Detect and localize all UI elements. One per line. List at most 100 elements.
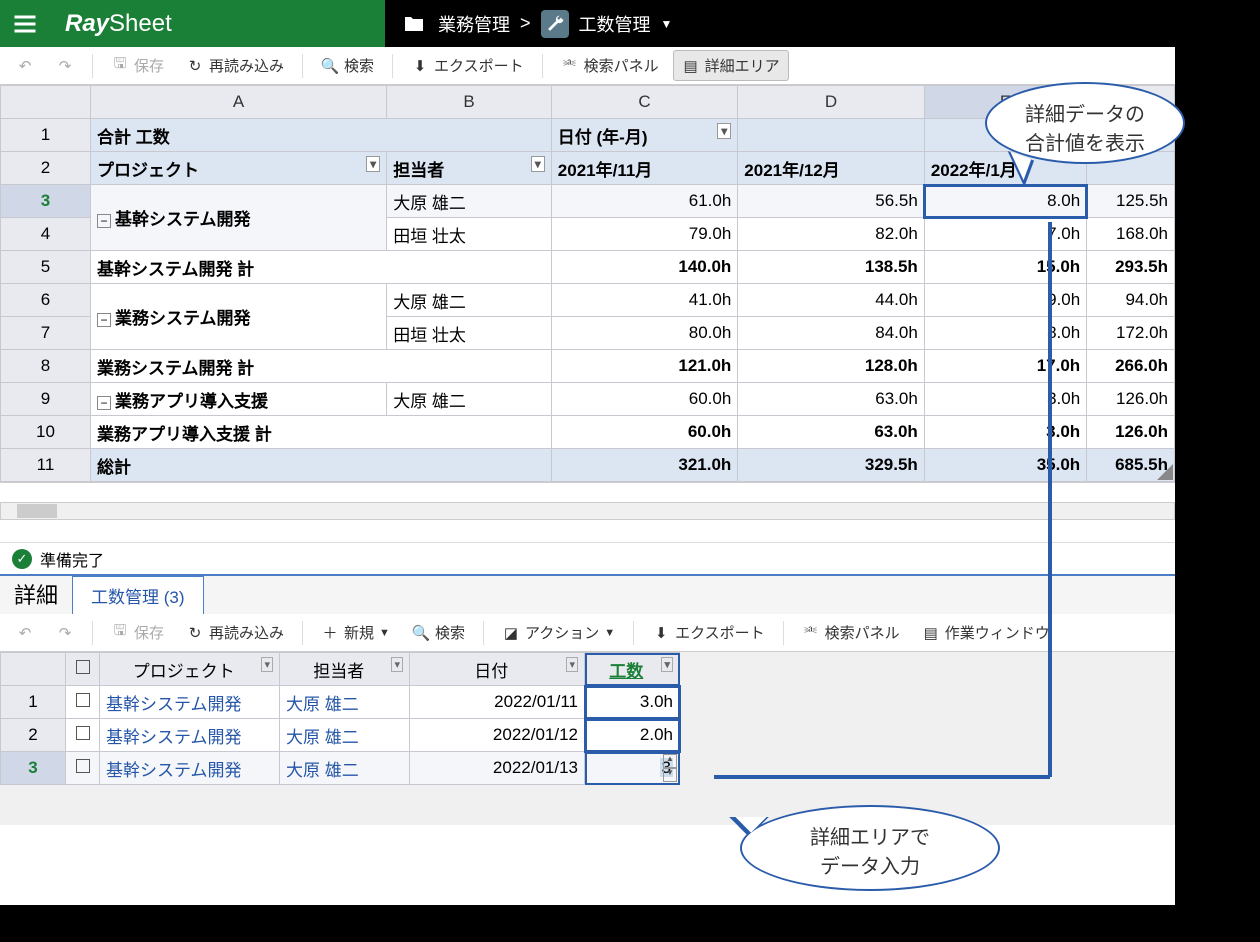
value-cell[interactable]: 321.0h [551,449,738,482]
select-all-corner[interactable] [1,86,91,119]
detail-row-header[interactable]: 2 [1,719,66,752]
detail-value-cell[interactable]: 3.0h [585,686,680,719]
detail-search-panel-button[interactable]: ⎃検索パネル [794,618,908,647]
detail-undo-button[interactable]: ↶ [8,620,42,646]
column-header[interactable]: B [387,86,552,119]
collapse-icon[interactable]: − [97,313,111,327]
value-cell[interactable]: 80.0h [551,317,738,350]
undo-button[interactable]: ↶ [8,53,42,79]
search-button[interactable]: 🔍検索 [313,51,382,80]
detail-person-cell[interactable]: 大原 雄二 [280,752,410,785]
person-field-header[interactable]: 担当者 ▾ [387,152,552,185]
value-cell[interactable]: 44.0h [738,284,925,317]
value-cell[interactable]: 63.0h [738,383,925,416]
detail-save-button[interactable]: 🖫保存 [103,618,172,647]
value-cell[interactable]: 126.0h [1087,383,1175,416]
value-cell[interactable]: 61.0h [551,185,738,218]
detail-person-cell[interactable]: 大原 雄二 [280,719,410,752]
value-cell[interactable]: 60.0h [551,383,738,416]
value-cell[interactable]: 35.0h [924,449,1086,482]
value-cell[interactable]: 125.5h [1087,185,1175,218]
row-header[interactable]: 5 [1,251,91,284]
value-cell[interactable]: 15.0h [924,251,1086,284]
value-cell[interactable]: 8.0h [924,317,1086,350]
breadcrumb-item-2[interactable]: 工数管理 [579,11,651,37]
value-cell[interactable]: 7.0h [924,218,1086,251]
project-field-header[interactable]: プロジェクト ▾ [90,152,386,185]
value-cell[interactable]: 293.5h [1087,251,1175,284]
value-cell[interactable]: 121.0h [551,350,738,383]
value-cell[interactable]: 94.0h [1087,284,1175,317]
checkbox-header[interactable] [66,653,100,686]
detail-value-input[interactable]: 3▲▼ [585,752,680,785]
detail-column-header[interactable]: プロジェクト ▾ [100,653,280,686]
row-header[interactable]: 7 [1,317,91,350]
value-cell[interactable]: 17.0h [924,350,1086,383]
row-header[interactable]: 9 [1,383,91,416]
row-checkbox[interactable] [66,719,100,752]
redo-button[interactable]: ↷ [48,53,82,79]
search-panel-button[interactable]: ⎃検索パネル [553,51,667,80]
hamburger-menu-button[interactable] [0,0,50,47]
value-cell[interactable]: 128.0h [738,350,925,383]
spin-down-icon[interactable]: ▼ [663,768,677,782]
value-cell[interactable]: 3.0h [924,383,1086,416]
column-header[interactable]: A [90,86,386,119]
detail-redo-button[interactable]: ↷ [48,620,82,646]
detail-action-button[interactable]: ◪アクション ▼ [494,618,623,647]
value-cell[interactable]: 8.0h [924,185,1086,218]
project-cell[interactable]: −業務アプリ導入支援 [90,383,386,416]
detail-area-button[interactable]: ▤詳細エリア [673,50,789,81]
filter-icon[interactable]: ▾ [391,657,403,672]
row-header[interactable]: 3 [1,185,91,218]
value-cell[interactable]: 79.0h [551,218,738,251]
detail-tab[interactable]: 工数管理 (3) [72,574,204,614]
collapse-icon[interactable]: − [97,396,111,410]
detail-column-header[interactable]: 担当者 ▾ [280,653,410,686]
filter-icon[interactable]: ▾ [566,657,578,672]
filter-icon[interactable]: ▾ [661,657,673,672]
date-field-header[interactable]: 日付 (年-月) ▾ [551,119,738,152]
collapse-icon[interactable]: − [97,214,111,228]
project-cell[interactable]: −基幹システム開発 [90,185,386,251]
row-header[interactable]: 1 [1,119,91,152]
row-header[interactable]: 2 [1,152,91,185]
detail-column-header[interactable]: 日付 ▾ [410,653,585,686]
column-header[interactable]: D [738,86,925,119]
value-cell[interactable]: 140.0h [551,251,738,284]
filter-icon[interactable]: ▾ [261,657,273,672]
detail-project-cell[interactable]: 基幹システム開発 [100,719,280,752]
detail-new-button[interactable]: ＋新規 ▼ [313,618,398,647]
detail-row-header[interactable]: 3 [1,752,66,785]
value-cell[interactable]: 3.0h [924,416,1086,449]
dropdown-caret-icon[interactable]: ▼ [661,17,673,31]
value-cell[interactable]: 60.0h [551,416,738,449]
value-cell[interactable]: 172.0h [1087,317,1175,350]
detail-work-window-button[interactable]: ▤作業ウィンドウ [914,618,1058,647]
value-cell[interactable]: 41.0h [551,284,738,317]
value-cell[interactable]: 56.5h [738,185,925,218]
row-checkbox[interactable] [66,752,100,785]
row-header[interactable]: 6 [1,284,91,317]
detail-search-button[interactable]: 🔍検索 [404,618,473,647]
column-header[interactable]: C [551,86,738,119]
export-button[interactable]: ⬇エクスポート [403,51,532,80]
row-header[interactable]: 4 [1,218,91,251]
value-cell[interactable]: 84.0h [738,317,925,350]
row-header[interactable]: 10 [1,416,91,449]
row-header[interactable]: 8 [1,350,91,383]
detail-value-cell[interactable]: 2.0h [585,719,680,752]
row-header[interactable]: 11 [1,449,91,482]
dropdown-icon[interactable]: ▾ [717,123,731,139]
project-cell[interactable]: −業務システム開発 [90,284,386,350]
value-cell[interactable]: 82.0h [738,218,925,251]
value-cell[interactable]: 168.0h [1087,218,1175,251]
detail-row-header[interactable]: 1 [1,686,66,719]
detail-select-all[interactable] [1,653,66,686]
breadcrumb-item-1[interactable]: 業務管理 [438,11,510,37]
detail-reload-button[interactable]: ↻再読み込み [178,618,292,647]
value-cell[interactable]: 63.0h [738,416,925,449]
horizontal-scrollbar[interactable] [0,502,1175,520]
detail-person-cell[interactable]: 大原 雄二 [280,686,410,719]
value-cell[interactable]: 266.0h [1087,350,1175,383]
